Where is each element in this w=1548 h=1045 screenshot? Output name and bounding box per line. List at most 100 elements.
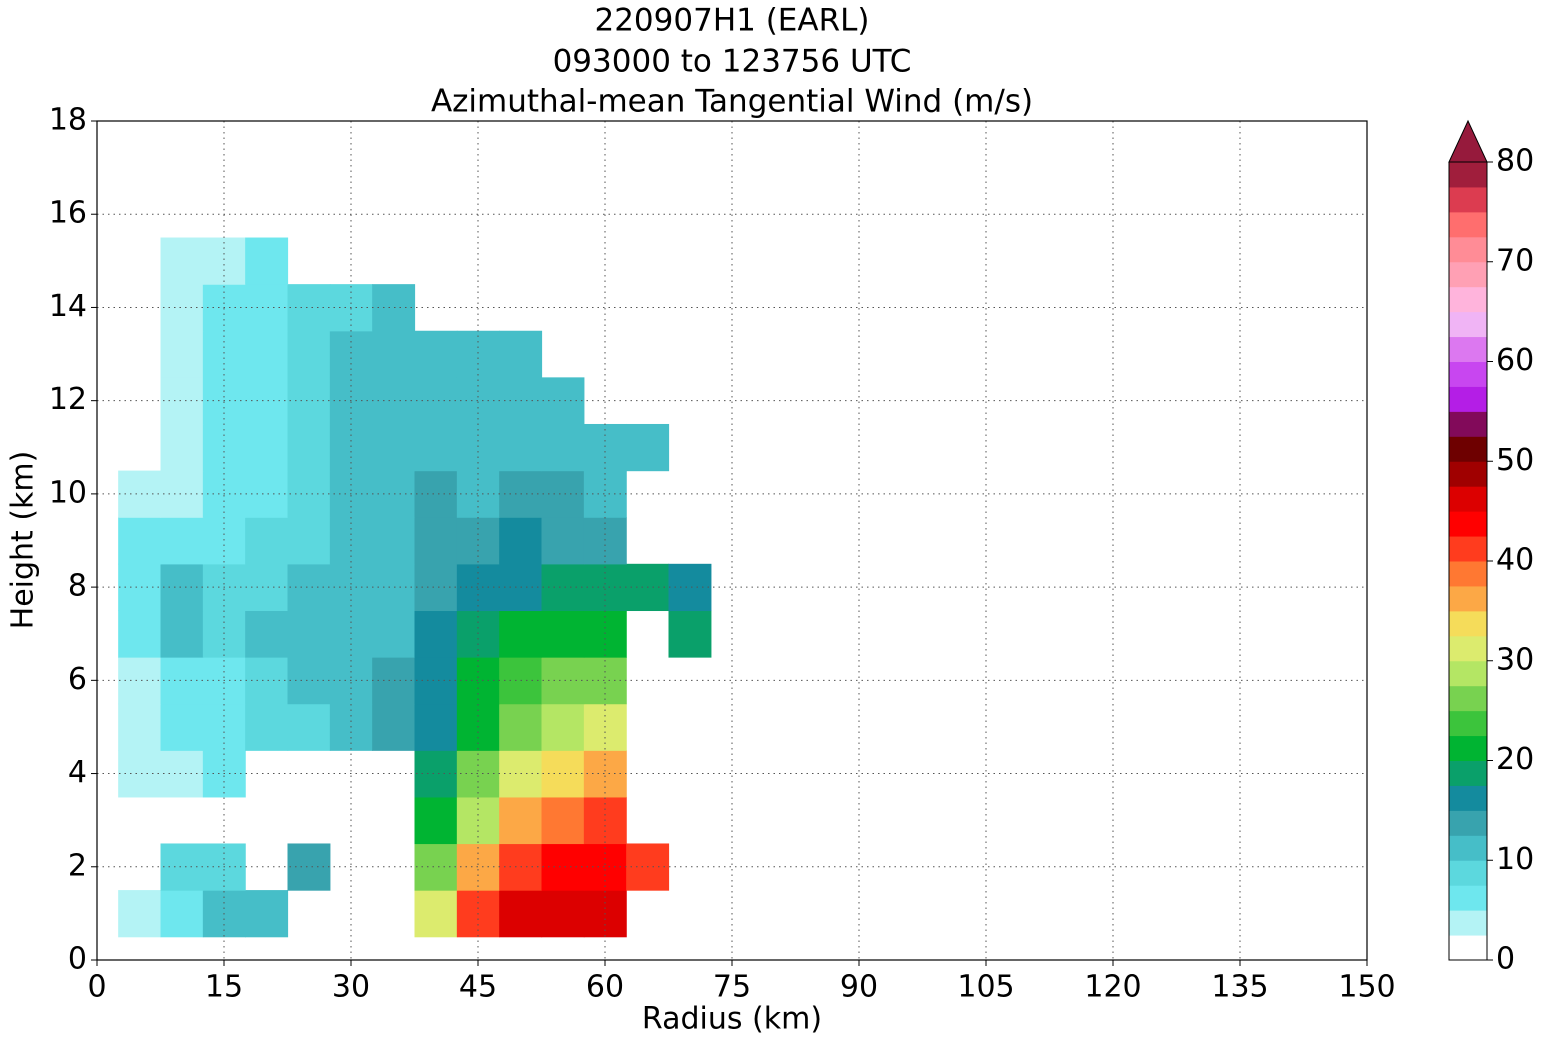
colorbar-band — [1449, 411, 1487, 437]
colorbar-band — [1449, 810, 1487, 836]
contour-cell — [160, 517, 204, 565]
chart-title: Azimuthal-mean Tangential Wind (m/s) — [431, 84, 1033, 120]
contour-cell — [499, 703, 543, 751]
contour-cell — [541, 517, 585, 565]
y-tick-label: 6 — [68, 662, 87, 697]
colorbar-band — [1449, 561, 1487, 587]
contour-cell — [583, 517, 627, 565]
contour-cell — [372, 284, 416, 332]
contour-cell — [414, 377, 458, 425]
colorbar-band — [1449, 311, 1487, 338]
contour-cell — [456, 843, 500, 891]
contour-cell — [202, 423, 246, 472]
x-tick-label: 135 — [1211, 970, 1268, 1005]
contour-cell — [456, 750, 500, 798]
contour-cell — [372, 657, 416, 705]
colorbar-tick-label: 50 — [1496, 443, 1534, 478]
contour-cell — [541, 377, 585, 425]
colorbar-tick-label: 80 — [1496, 144, 1534, 179]
contour-cell — [202, 517, 246, 565]
contour-cell — [414, 843, 458, 891]
colorbar-band — [1449, 461, 1487, 487]
contour-cell — [456, 563, 500, 612]
contour-cell — [668, 610, 712, 658]
colorbar-extend — [1448, 119, 1488, 163]
x-tick-label: 30 — [332, 970, 370, 1005]
contour-cell — [499, 423, 543, 472]
y-tick-label: 14 — [49, 289, 87, 324]
x-tick-label: 120 — [1084, 970, 1141, 1005]
contour-cell — [372, 423, 416, 472]
colorbar-band — [1449, 436, 1487, 462]
contour-cell — [287, 517, 331, 565]
contour-cell — [414, 563, 458, 612]
contour-cell — [160, 610, 204, 658]
contour-cell — [541, 657, 585, 705]
x-axis-label: Radius (km) — [642, 1002, 822, 1037]
colorbar-band — [1449, 486, 1487, 512]
contour-cell — [160, 237, 204, 285]
x-tick-label: 105 — [957, 970, 1014, 1005]
colorbar-tick-label: 10 — [1496, 842, 1534, 877]
colorbar-tick-label: 0 — [1496, 942, 1515, 977]
x-tick-label: 75 — [713, 970, 751, 1005]
contour-cell — [414, 657, 458, 705]
chart-title: 220907H1 (EARL) — [594, 3, 869, 39]
colorbar-band — [1449, 261, 1487, 288]
contour-cell — [541, 703, 585, 751]
colorbar-band — [1449, 286, 1487, 313]
contour-cell — [372, 563, 416, 612]
contour-cell — [245, 703, 289, 751]
colorbar-band — [1449, 760, 1487, 786]
contour-cell — [372, 610, 416, 658]
chart-title: 093000 to 123756 UTC — [553, 44, 912, 80]
contour-cell — [118, 890, 162, 938]
contour-cell — [456, 330, 500, 378]
colorbar-band — [1449, 162, 1487, 188]
contour-cell — [414, 750, 458, 798]
colorbar-band — [1449, 735, 1487, 761]
contour-cell — [499, 610, 543, 658]
contour-cell — [414, 610, 458, 658]
x-tick-label: 15 — [205, 970, 243, 1005]
y-tick-label: 4 — [68, 755, 87, 790]
contour-cell — [414, 890, 458, 938]
colorbar-band — [1449, 186, 1487, 213]
colorbar-band — [1449, 236, 1487, 263]
contour-cell — [160, 423, 204, 472]
y-tick-label: 12 — [49, 382, 87, 417]
y-tick-label: 8 — [68, 569, 87, 604]
contour-cell — [456, 517, 500, 565]
x-tick-label: 0 — [87, 970, 106, 1005]
contour-cell — [160, 703, 204, 751]
contour-cell — [372, 703, 416, 751]
colorbar-band — [1449, 386, 1487, 412]
y-axis-label: Height (km) — [6, 451, 41, 630]
colorbar-band — [1449, 785, 1487, 811]
contour-cell — [456, 423, 500, 472]
contour-cell — [245, 890, 289, 938]
contour-cell — [541, 423, 585, 472]
colorbar-tick-label: 20 — [1496, 742, 1534, 777]
contour-cell — [541, 890, 585, 938]
contour-cell — [372, 377, 416, 425]
colorbar-band — [1449, 860, 1487, 886]
colorbar-band — [1449, 336, 1487, 362]
colorbar-band — [1449, 361, 1487, 387]
contour-cell — [287, 703, 331, 751]
colorbar-band — [1449, 685, 1487, 712]
contour-cell — [372, 330, 416, 378]
contour-cell — [245, 237, 289, 285]
y-tick-label: 2 — [68, 848, 87, 883]
colorbar-band — [1449, 511, 1487, 537]
colorbar-band — [1449, 635, 1487, 662]
contour-cell — [372, 517, 416, 565]
contour-cell — [245, 610, 289, 658]
contour-cell — [118, 703, 162, 751]
contour-cell — [456, 470, 500, 518]
colorbar-band — [1449, 710, 1487, 737]
contour-cell — [541, 610, 585, 658]
y-tick-label: 10 — [49, 475, 87, 510]
contour-cell — [202, 330, 246, 378]
